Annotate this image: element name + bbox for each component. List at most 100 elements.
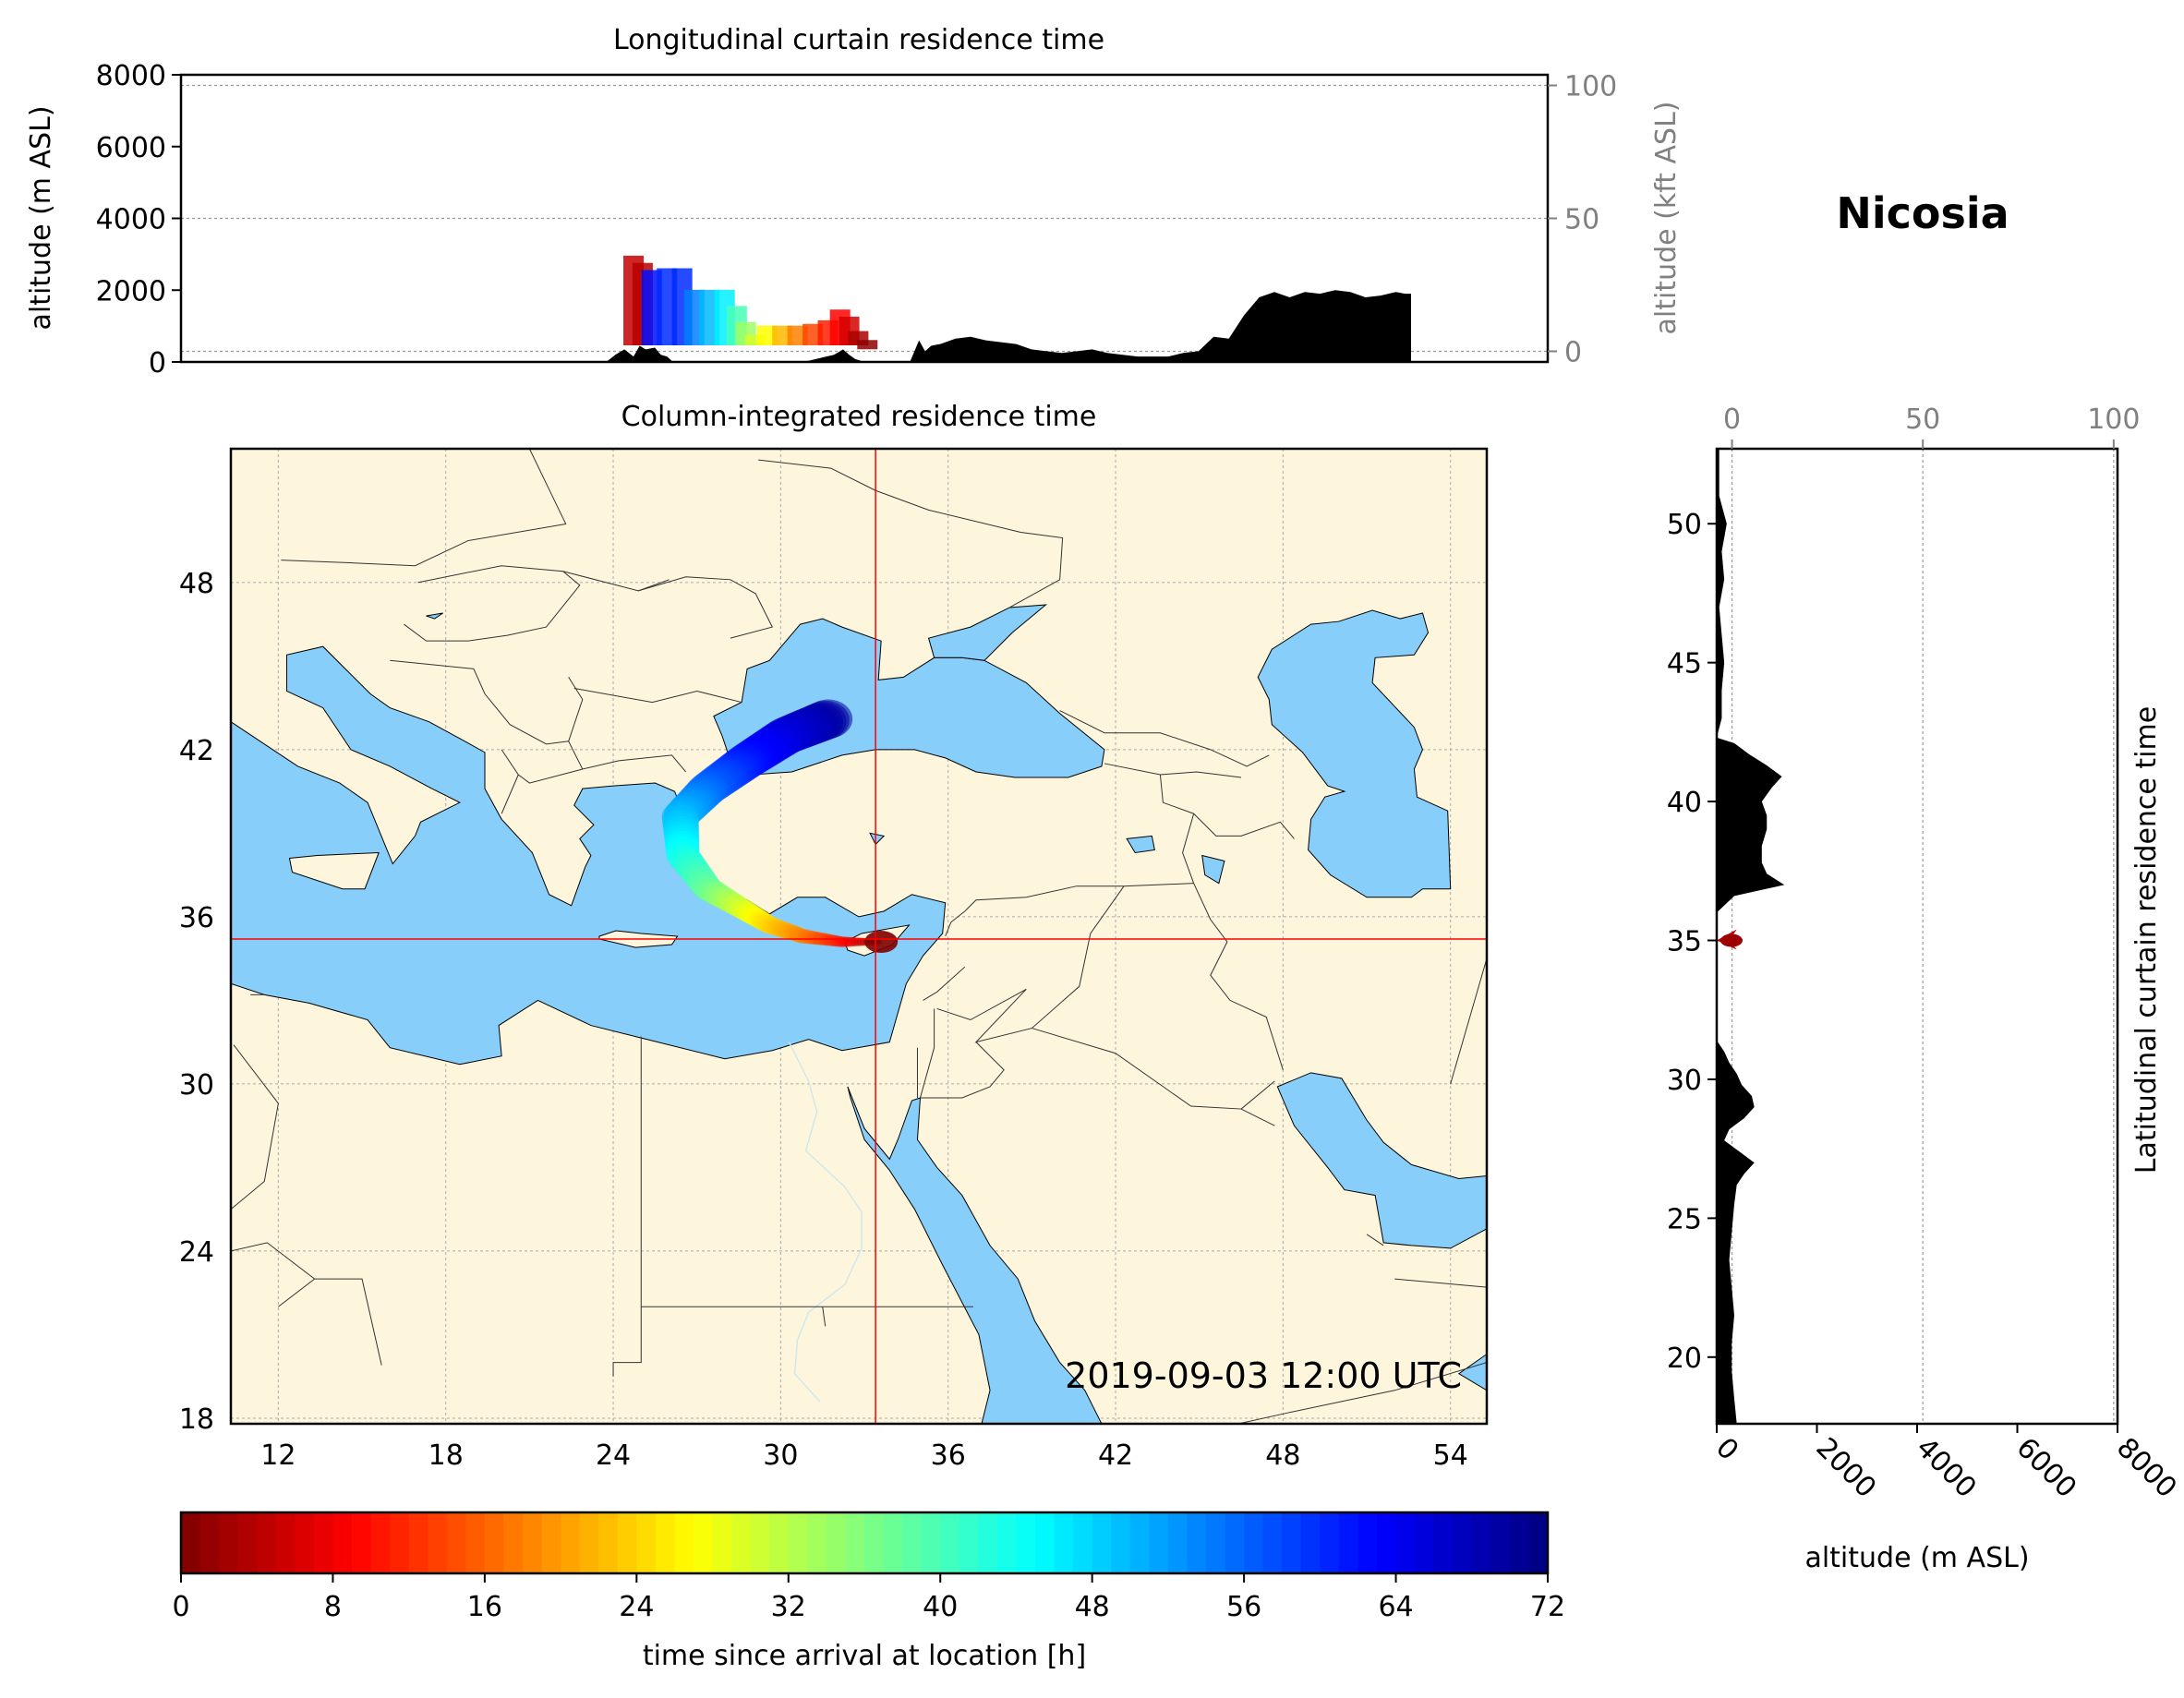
border — [923, 991, 937, 1001]
colorbar-cell — [883, 1512, 903, 1573]
sea-sea-of-azov — [927, 604, 1048, 661]
longitudinal-gridlines — [181, 84, 1548, 353]
colorbar-cell — [579, 1512, 599, 1573]
border — [1032, 1028, 1275, 1126]
colorbar-cell — [237, 1512, 258, 1573]
border — [612, 1036, 642, 1377]
colorbar-cell — [1244, 1512, 1264, 1573]
longitude-tick-label: 24 — [596, 1439, 631, 1472]
colorbar-frame — [179, 1511, 1550, 1575]
colorbar-cell — [712, 1512, 732, 1573]
colorbar-cell — [617, 1512, 637, 1573]
latitude-tick-label: 36 — [179, 902, 214, 934]
colorbar-tick-label: 0 — [172, 1591, 189, 1623]
latitude-tick-label: 48 — [179, 568, 214, 600]
plume-core — [1720, 933, 1743, 947]
colorbar-cell — [313, 1512, 334, 1573]
colorbar-cell — [1490, 1512, 1511, 1573]
colorbar-cell — [996, 1512, 1018, 1573]
lat-tick-label: 40 — [1667, 787, 1702, 819]
colorbar-cell — [1433, 1512, 1454, 1573]
border — [390, 659, 474, 669]
longitudinal-title: Longitudinal curtain residence time — [613, 24, 1104, 56]
colorbar-cell — [674, 1512, 694, 1573]
colorbar-cell — [769, 1512, 790, 1573]
altitude-tick-label: 0 — [1709, 1432, 1744, 1467]
colorbar-cell — [561, 1512, 581, 1573]
colorbar-cell — [598, 1512, 619, 1573]
colorbar-cell — [332, 1512, 353, 1573]
colorbar-cell — [845, 1512, 865, 1573]
colorbar-cell — [978, 1512, 998, 1573]
inland-lakes — [426, 612, 1225, 885]
colorbar-cell — [1262, 1512, 1283, 1573]
colorbar-cell — [1187, 1512, 1207, 1573]
lat-tick-label: 20 — [1667, 1343, 1702, 1375]
colorbar-cell — [1415, 1512, 1435, 1573]
colorbar-cell — [390, 1512, 410, 1573]
sea-red-sea-gulf-of-suez — [847, 1086, 1103, 1424]
colorbar-cell — [959, 1512, 979, 1573]
lake — [1126, 835, 1155, 854]
longitude-tick-label: 42 — [1098, 1439, 1133, 1472]
map-canvas — [231, 449, 1487, 1424]
station-name: Nicosia — [1836, 188, 2009, 238]
longitudinal-plume — [623, 255, 878, 350]
latitudinal-xlabel: altitude (m ASL) — [1804, 1542, 2029, 1574]
latitudinal-background — [1717, 449, 2118, 1424]
colorbar-cell — [370, 1512, 391, 1573]
colorbar-gradient — [181, 1512, 1549, 1573]
colorbar-tick-label: 16 — [467, 1591, 502, 1623]
colorbar-cell — [199, 1512, 220, 1573]
colorbar-cell — [1338, 1512, 1359, 1573]
colorbar-cell — [826, 1512, 847, 1573]
altitude-tick-label: 2000 — [1810, 1432, 1883, 1505]
top-tick-label: 100 — [2087, 403, 2140, 436]
latitudinal-plume — [1717, 929, 1743, 950]
latitude-tick-label: 24 — [179, 1236, 214, 1269]
map-title: Column-integrated residence time — [621, 401, 1097, 433]
border — [1104, 763, 1242, 778]
colorbar-cell — [1453, 1512, 1473, 1573]
border — [1237, 1362, 1487, 1424]
colorbar-tick-label: 24 — [619, 1591, 654, 1623]
border — [936, 885, 1125, 1043]
colorbar-cell — [257, 1512, 277, 1573]
colorbar-cell — [940, 1512, 960, 1573]
latitudinal-altitude-axis: 0 2000 4000 6000 8000 — [1709, 1424, 2183, 1504]
colorbar-cell — [1016, 1512, 1036, 1573]
sea-persian-gulf — [1276, 1072, 1487, 1249]
colorbar-cell — [1073, 1512, 1093, 1573]
colorbar-cell — [1149, 1512, 1169, 1573]
colorbar-tick-label: 32 — [771, 1591, 806, 1623]
colorbar-cell — [750, 1512, 770, 1573]
altitude-tick-label: 8000 — [2110, 1432, 2183, 1505]
right-tick-label: 100 — [1564, 71, 1617, 103]
longitude-tick-label: 36 — [931, 1439, 966, 1472]
right-tick-label: 0 — [1564, 336, 1582, 368]
top-tick-label: 50 — [1905, 403, 1940, 436]
altitude-tick-label: 4000 — [1910, 1432, 1983, 1505]
border — [501, 774, 519, 814]
longitudinal-ylabel: altitude (m ASL) — [25, 105, 57, 330]
border — [1240, 1080, 1275, 1110]
border — [638, 579, 670, 592]
river — [788, 1042, 863, 1403]
border — [281, 449, 567, 567]
colorbar-cell — [731, 1512, 752, 1573]
colorbar-cell — [807, 1512, 827, 1573]
border — [404, 565, 581, 642]
border — [964, 883, 1194, 912]
colorbar-cell — [864, 1512, 885, 1573]
station-crosshair — [231, 449, 1487, 1424]
colorbar-cell — [408, 1512, 428, 1573]
lat-tick-label: 50 — [1667, 509, 1702, 541]
longitudinal-right-axis: 0 50 100 — [1548, 71, 1617, 368]
colorbar-cell — [446, 1512, 466, 1573]
longitude-tick-label: 48 — [1265, 1439, 1300, 1472]
latitudinal-terrain — [1717, 449, 1785, 1424]
y-tick-label: 8000 — [96, 60, 166, 92]
border — [822, 1307, 827, 1327]
plume-source — [864, 931, 899, 954]
